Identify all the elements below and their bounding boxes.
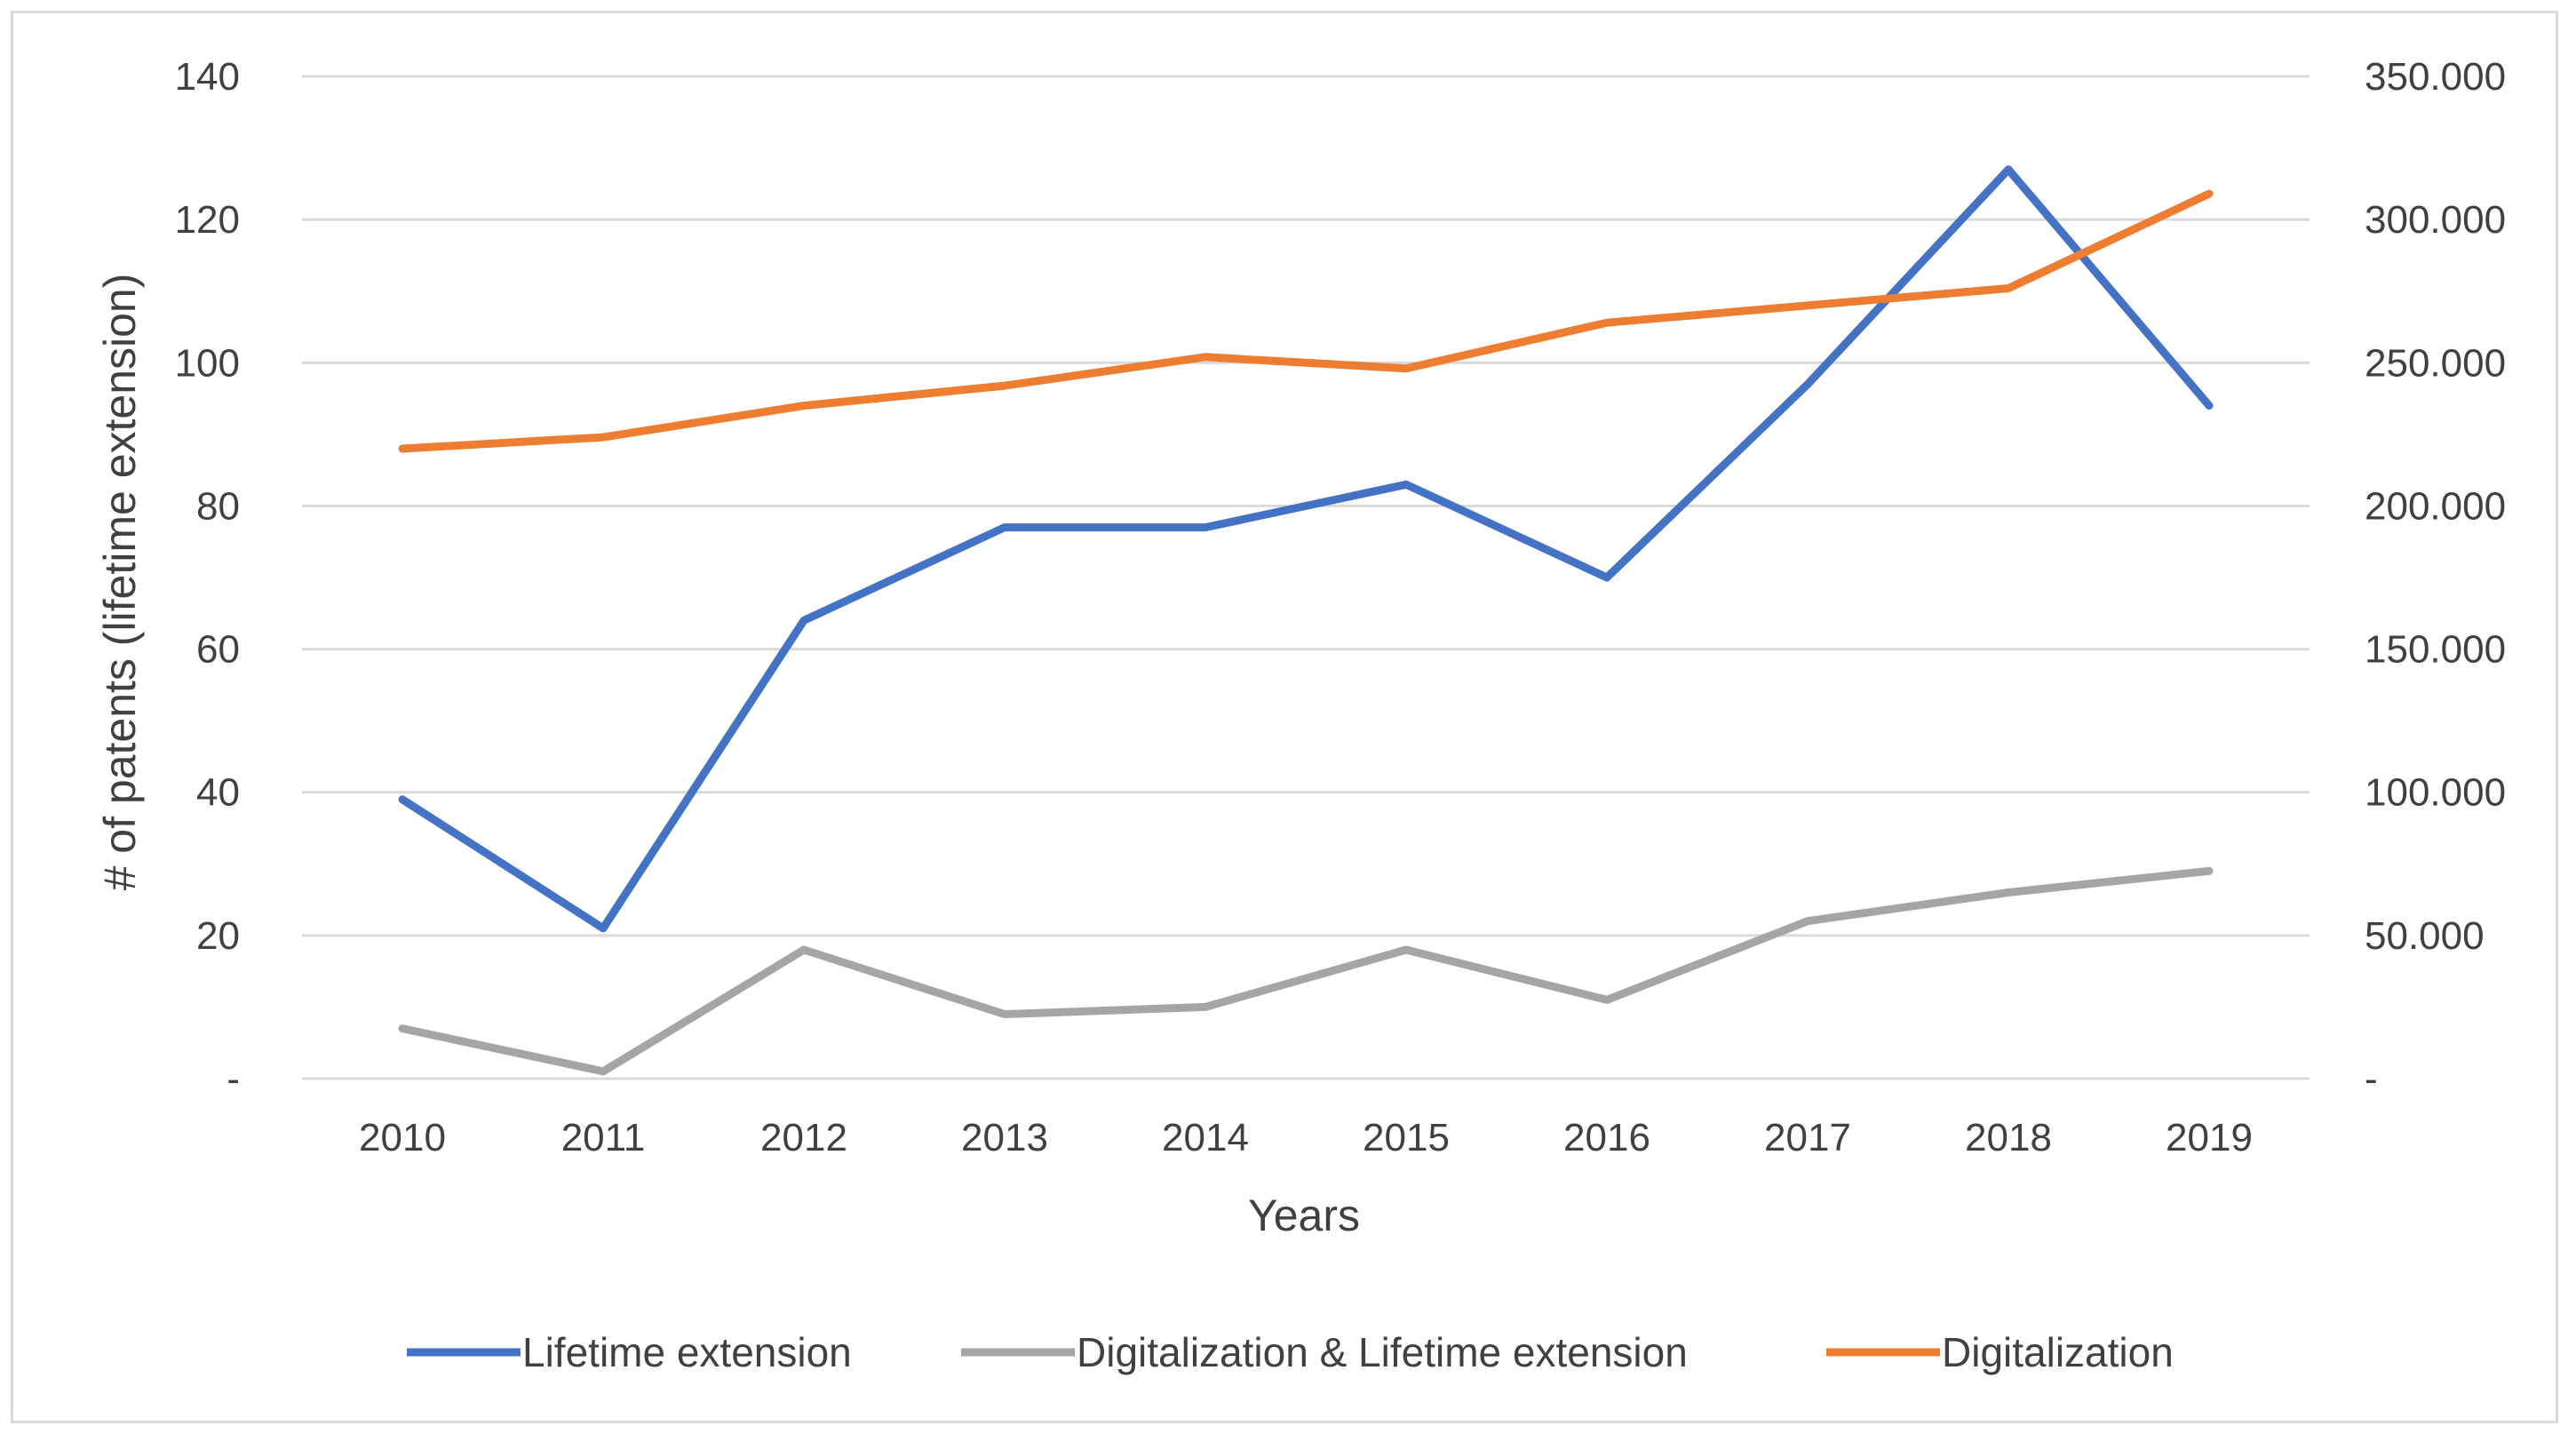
left-tick-label: 140 <box>175 55 240 99</box>
right-tick-label: 200.000 <box>2365 484 2506 528</box>
left-tick-label: 20 <box>196 914 240 958</box>
x-tick-label: 2013 <box>961 1116 1048 1159</box>
left-axis-ticks: - 20 40 60 80 100 120 140 <box>175 55 240 1101</box>
right-tick-label: 350.000 <box>2365 55 2506 99</box>
x-tick-label: 2015 <box>1363 1116 1450 1159</box>
x-tick-label: 2012 <box>760 1116 847 1159</box>
x-tick-label: 2011 <box>561 1116 646 1159</box>
right-tick-label: 300.000 <box>2365 198 2506 242</box>
x-tick-label: 2016 <box>1563 1116 1650 1159</box>
x-tick-label: 2018 <box>1965 1116 2052 1159</box>
left-tick-label: - <box>227 1057 240 1101</box>
legend-label: Digitalization & Lifetime extension <box>1077 1329 1688 1375</box>
x-tick-label: 2010 <box>359 1116 446 1159</box>
chart-frame <box>11 11 2558 1423</box>
series-line-lifetime-extension <box>398 165 2214 933</box>
x-tick-label: 2019 <box>2166 1116 2253 1159</box>
left-tick-label: 120 <box>175 198 240 242</box>
x-tick-label: 2014 <box>1162 1116 1249 1159</box>
legend: Lifetime extension Digitalization & Lifet… <box>407 1329 2174 1375</box>
series-line-digitalization <box>398 189 2214 453</box>
right-tick-label: - <box>2365 1057 2378 1101</box>
x-tick-label: 2017 <box>1764 1116 1851 1159</box>
left-tick-label: 60 <box>196 628 240 672</box>
legend-label: Digitalization <box>1942 1329 2174 1375</box>
right-tick-label: 150.000 <box>2365 628 2506 672</box>
right-tick-label: 250.000 <box>2365 341 2506 385</box>
right-tick-label: 100.000 <box>2365 771 2506 815</box>
left-tick-label: 100 <box>175 341 240 385</box>
right-tick-label: 50.000 <box>2365 914 2485 958</box>
series-line-digitalization-lifetime-extension <box>398 866 2214 1076</box>
right-axis-ticks: - 50.000 100.000 150.000 200.000 250.000 300.0… <box>2365 55 2506 1101</box>
series-lines <box>398 165 2214 1076</box>
x-axis-title: Years <box>1248 1191 1360 1240</box>
left-tick-label: 40 <box>196 771 240 815</box>
y-axis-title: # of patents (lifetime extension) <box>95 274 145 891</box>
left-tick-label: 80 <box>196 484 240 528</box>
x-axis-ticks: 2010 2011 2012 2013 2014 2015 2016 2017 2018 2019 <box>359 1116 2253 1159</box>
legend-label: Lifetime extension <box>522 1329 852 1375</box>
